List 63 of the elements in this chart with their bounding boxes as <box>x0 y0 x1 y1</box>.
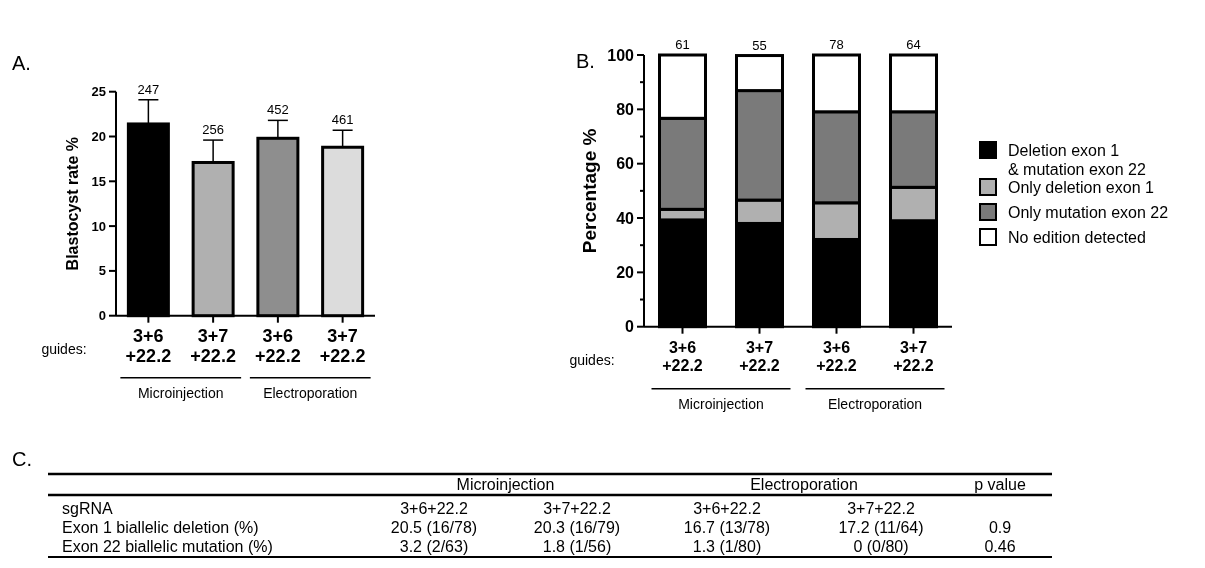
x-tick-label: 3+7 +22.2 <box>319 325 366 367</box>
text: 55 <box>752 37 767 53</box>
y-axis-title: Blastocyst rate % <box>64 137 81 271</box>
x-tick-label: 3+6 +22.2 <box>255 325 301 367</box>
text: 0 (0/80) <box>853 538 909 555</box>
chart-title: B. <box>576 50 595 72</box>
legend-label: Only mutation exon 22 <box>1008 203 1169 221</box>
y-tick-label: 60 <box>616 155 635 173</box>
text: 3+7+22.2 <box>847 500 915 517</box>
category-label: Exon 22 biallelic mutation (%) <box>62 538 273 555</box>
text: Microinjection <box>137 384 224 401</box>
text: 3.2 (2/63) <box>399 538 469 555</box>
text: Microinjection <box>678 395 764 412</box>
text: 3+6+22.2 <box>693 500 761 517</box>
text: C. <box>12 448 32 470</box>
text: 3+7+22.2 <box>543 500 611 517</box>
category-label: Microinjection <box>456 476 555 493</box>
x-tick-label: 3+6 +22.2 <box>125 325 172 367</box>
y-tick-label: 20 <box>91 129 106 145</box>
y-tick-label: 20 <box>616 263 635 281</box>
x-tick-label: 3+7 +22.2 <box>739 338 780 375</box>
text: 0.9 <box>988 519 1012 536</box>
y-tick-label: 0 <box>98 308 106 324</box>
legend-label: Only deletion exon 1 <box>1008 178 1154 196</box>
text: 20.5 (16/78) <box>390 519 478 536</box>
x-tick-label: 3+7 +22.2 <box>893 338 934 375</box>
text: 20.3 (16/79) <box>533 519 621 536</box>
x-tick-label: 3+6 +22.2 <box>662 338 703 375</box>
category-label: p value <box>974 476 1026 493</box>
annotation: 461 <box>331 112 354 128</box>
text: 1.3 (1/80) <box>692 538 762 555</box>
text: 78 <box>829 37 844 52</box>
x-tick-label: 3+6 +22.2 <box>816 338 857 375</box>
text: guides: <box>41 340 87 357</box>
x-tick-label: 3+7 +22.2 <box>190 325 236 367</box>
y-axis-title: Percentage % <box>579 128 600 254</box>
y-tick-label: 100 <box>607 46 635 64</box>
y-tick-label: 10 <box>91 218 106 234</box>
y-tick-label: 15 <box>91 173 106 189</box>
y-tick-label: 0 <box>625 318 635 336</box>
text: Electroporation <box>263 384 358 401</box>
chart-title: A. <box>12 52 31 74</box>
y-tick-label: 40 <box>616 209 635 227</box>
category-label: Electroporation <box>750 476 858 493</box>
category-label: sgRNA <box>62 500 113 517</box>
annotation: 452 <box>267 102 289 118</box>
annotation: 247 <box>137 81 160 97</box>
legend-label: No edition detected <box>1008 228 1146 246</box>
text: 61 <box>675 37 690 52</box>
text: 0.46 <box>984 538 1016 555</box>
text: 1.8 (1/56) <box>542 538 612 555</box>
y-tick-label: 5 <box>98 263 106 279</box>
category-label: Exon 1 biallelic deletion (%) <box>62 519 259 536</box>
y-tick-label: 80 <box>616 100 635 118</box>
text: 64 <box>906 37 921 52</box>
text: Electroporation <box>827 395 923 412</box>
text: 16.7 (13/78) <box>683 519 771 536</box>
annotation: 256 <box>202 122 224 138</box>
legend-label: Deletion exon 1 & mutation exon 22 <box>1008 141 1146 178</box>
text: 3+6+22.2 <box>400 500 468 517</box>
y-tick-label: 25 <box>91 84 106 100</box>
text: guides: <box>569 351 615 368</box>
text: 17.2 (11/64) <box>838 519 924 536</box>
